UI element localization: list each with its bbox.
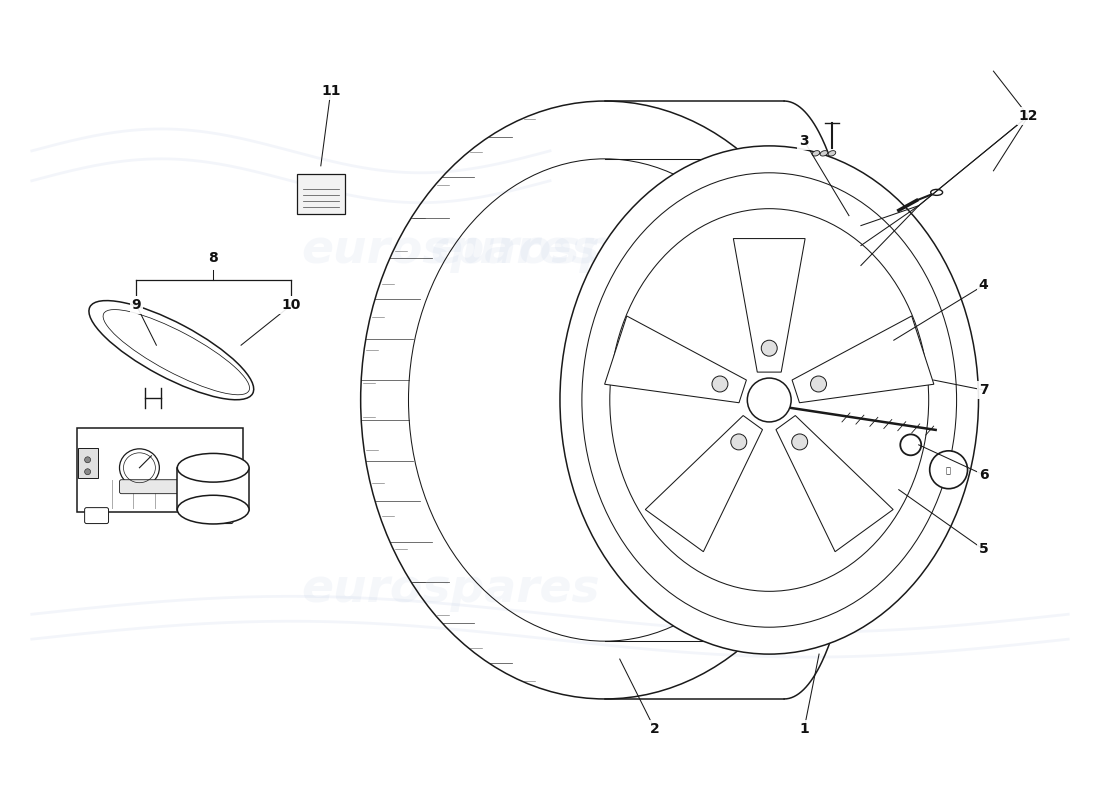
Text: 8: 8	[208, 251, 218, 266]
Text: 4: 4	[979, 278, 989, 292]
Ellipse shape	[930, 451, 968, 489]
Polygon shape	[605, 316, 747, 402]
Ellipse shape	[120, 449, 160, 486]
Polygon shape	[77, 428, 243, 512]
Ellipse shape	[931, 190, 943, 195]
Text: 3: 3	[800, 134, 808, 148]
Text: eurospares: eurospares	[301, 567, 600, 612]
Ellipse shape	[560, 146, 979, 654]
Text: 11: 11	[321, 84, 341, 98]
Text: 6: 6	[979, 468, 988, 482]
FancyBboxPatch shape	[209, 508, 233, 523]
Ellipse shape	[177, 495, 249, 524]
Text: eurospares: eurospares	[430, 228, 729, 273]
FancyBboxPatch shape	[177, 468, 249, 510]
FancyBboxPatch shape	[297, 174, 344, 214]
Ellipse shape	[828, 150, 836, 156]
Text: 🐎: 🐎	[945, 466, 950, 475]
Text: 1: 1	[800, 722, 808, 736]
Ellipse shape	[761, 340, 778, 356]
Ellipse shape	[747, 378, 791, 422]
Ellipse shape	[821, 150, 828, 156]
Ellipse shape	[712, 376, 728, 392]
Polygon shape	[734, 238, 805, 372]
Ellipse shape	[177, 454, 249, 482]
Text: eurospares: eurospares	[301, 228, 600, 273]
Ellipse shape	[730, 434, 747, 450]
Polygon shape	[646, 415, 762, 552]
Text: 12: 12	[1019, 109, 1038, 123]
Ellipse shape	[85, 457, 90, 462]
Text: 2: 2	[650, 722, 660, 736]
FancyBboxPatch shape	[85, 508, 109, 523]
Text: 5: 5	[979, 542, 989, 557]
Ellipse shape	[812, 150, 820, 156]
Ellipse shape	[89, 301, 254, 400]
Polygon shape	[792, 316, 934, 402]
Polygon shape	[776, 415, 893, 552]
FancyBboxPatch shape	[78, 448, 98, 478]
Text: 10: 10	[282, 298, 300, 312]
Text: 7: 7	[979, 383, 988, 397]
Ellipse shape	[811, 376, 826, 392]
Ellipse shape	[792, 434, 807, 450]
Text: 9: 9	[132, 298, 141, 312]
FancyBboxPatch shape	[120, 480, 204, 494]
Ellipse shape	[85, 469, 90, 474]
